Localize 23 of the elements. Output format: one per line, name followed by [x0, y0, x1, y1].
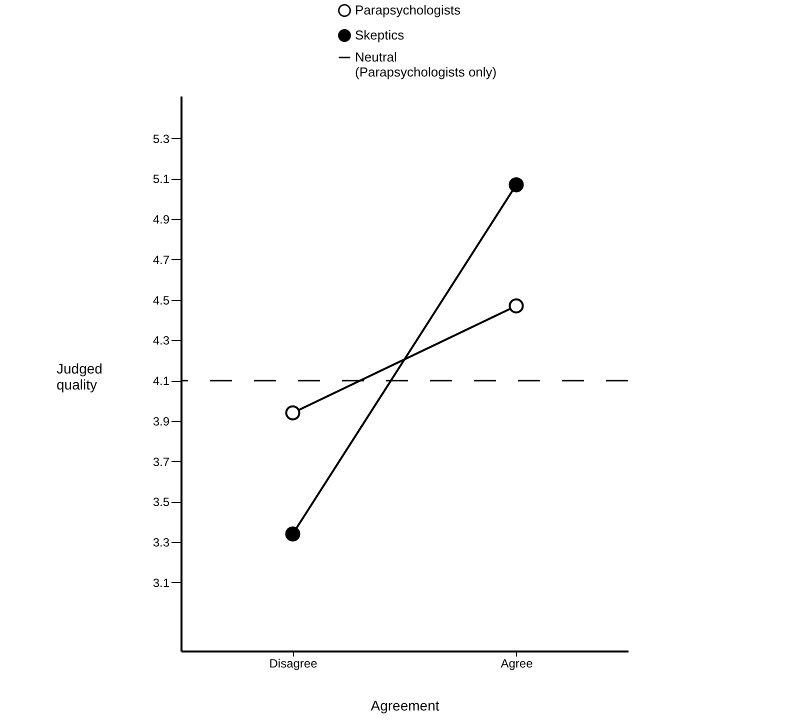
y-tick-label: 3.7: [152, 454, 170, 469]
y-tick-label: 4.7: [152, 252, 170, 267]
point: [508, 298, 524, 314]
point: [508, 177, 524, 192]
y-axis-title: Judged quality: [56, 360, 102, 392]
x-axis-title: Agreement: [370, 698, 440, 714]
y-tick-label: 4.5: [152, 293, 170, 308]
legend-label: Skeptics: [355, 28, 405, 42]
point: [285, 405, 300, 420]
y-tick-label: 3.5: [152, 495, 170, 510]
point: [285, 526, 300, 542]
legend-label: Neutral (Parapsychologists only): [355, 50, 497, 80]
legend-label: Parapsychologists: [355, 2, 461, 18]
y-tick-label: 3.1: [152, 576, 170, 590]
y-tick-label: 4.3: [152, 334, 170, 348]
x-tick-label: Agree: [500, 656, 534, 670]
y-tick-label: 5.3: [152, 132, 170, 146]
y-tick-label: 3.3: [152, 536, 170, 550]
y-tick-label: 5.1: [152, 172, 170, 186]
y-tick-label: 4.9: [152, 212, 170, 227]
x-tick-label: Disagree: [269, 656, 318, 670]
y-tick-label: 3.9: [152, 414, 170, 428]
y-tick-label: 4.1: [152, 374, 170, 388]
